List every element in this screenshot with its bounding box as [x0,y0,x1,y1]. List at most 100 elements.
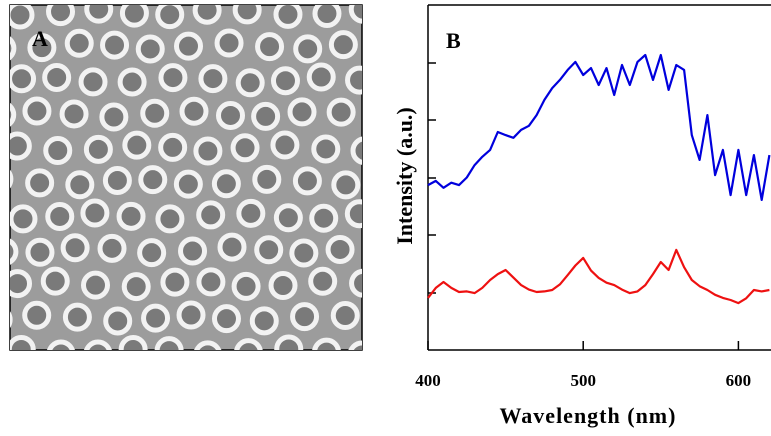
ring [65,170,95,200]
ring [211,304,241,334]
ring [10,311,13,328]
ring [391,275,415,299]
ring [135,34,165,64]
ring [97,233,127,263]
panel-label: B [446,28,461,53]
ring [328,30,358,60]
ring [99,102,129,132]
ring [84,5,114,24]
ring [27,33,57,63]
ring [196,200,226,230]
ring [348,5,362,24]
ring [270,66,300,96]
ring [350,136,362,165]
ring [137,238,167,268]
ring [193,136,223,166]
ring [273,5,303,29]
ring [10,64,37,94]
ring [158,132,188,162]
ring [141,303,171,333]
ring [102,165,132,195]
ring [46,5,76,27]
ring [289,238,319,268]
ring [138,165,168,195]
ring [40,266,70,296]
ring [372,308,396,332]
ring [255,32,285,62]
ring [25,237,55,267]
ring [293,34,323,64]
panel-label: A [32,26,48,51]
ring [348,340,362,350]
ring [192,5,222,25]
ring [10,334,36,350]
ring [179,96,209,126]
ring [232,5,262,25]
ring [370,105,394,129]
ring [308,266,338,296]
ring [290,302,320,332]
ring [10,131,32,161]
ring [60,233,90,263]
ring [10,5,35,30]
x-tick-label: 600 [726,371,752,390]
ring [84,339,112,350]
y-axis-label: Intensity (a.u.) [392,107,417,245]
ring [214,28,244,58]
ring [367,235,391,259]
ring [231,271,261,301]
ring [349,268,362,298]
ring [121,272,151,302]
ring [252,164,282,194]
ring [211,169,241,199]
ring [174,31,204,61]
ring [43,136,73,166]
ring [234,338,263,350]
ring [268,270,298,300]
ring [236,198,266,228]
ring [386,0,410,23]
ring [118,335,148,350]
ring [344,199,362,229]
ring [385,339,409,363]
x-tick-label: 400 [415,371,441,390]
ring [10,269,33,299]
ring [270,130,300,160]
ring [83,134,113,164]
ring [367,32,391,56]
ring [198,64,228,94]
ring [155,5,185,30]
ring [325,234,355,264]
ring [274,334,304,350]
ring [22,96,52,126]
ring [62,302,92,332]
ring [59,99,89,129]
ring [287,97,317,127]
ring [103,306,133,336]
ring [10,102,17,127]
axes [427,4,771,351]
ring [10,169,14,189]
ring [176,300,206,330]
ring [64,28,94,58]
ring [309,203,339,233]
ring [216,100,246,130]
ring [230,133,260,163]
ring [312,337,341,350]
ring [116,201,146,231]
ring [311,134,341,164]
ring [173,169,203,199]
ring [273,203,303,233]
ring [345,65,362,95]
ring [10,36,17,61]
ring [154,336,184,350]
ring [155,204,185,234]
ring [194,340,222,350]
x-axis-label: Wavelength (nm) [500,403,677,428]
ring [331,170,361,200]
ring [404,36,428,60]
ring [388,71,412,95]
ring [45,201,75,231]
ring [235,68,265,98]
ring-array [10,0,428,363]
